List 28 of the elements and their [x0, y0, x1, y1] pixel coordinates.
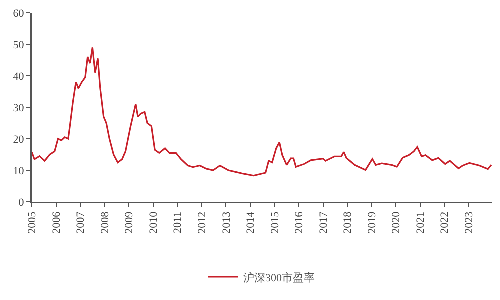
x-tick-label: 2006: [50, 211, 63, 234]
y-tick-label: 10: [13, 165, 25, 178]
y-tick-label: 0: [18, 196, 25, 209]
x-tick-label: 2009: [124, 211, 136, 234]
x-tick-label: 2018: [342, 211, 354, 234]
x-tick-label: 2023: [464, 211, 476, 234]
y-tick-label: 40: [13, 70, 25, 83]
line-series: [32, 46, 492, 177]
x-tick-label: 2020: [390, 211, 403, 234]
x-tick-label: 2017: [318, 211, 330, 234]
x-tick-label: 2008: [99, 211, 112, 234]
x-tick-label: 2016: [294, 211, 306, 234]
x-tick-label: 2019: [366, 211, 378, 234]
y-tick-label: 30: [13, 102, 25, 114]
x-tick-label: 2022: [439, 212, 452, 234]
x-tick-label: 2014: [245, 211, 258, 234]
x-tick-label: 2007: [75, 211, 88, 234]
x-tick-label: 2010: [148, 211, 160, 234]
y-tick-label: 60: [13, 8, 25, 20]
x-tick-label: 2005: [26, 211, 39, 234]
x-tick-label: 2011: [172, 212, 184, 234]
legend-label: 沪深300市盈率: [244, 271, 315, 284]
x-tick-label: 2021: [414, 212, 427, 234]
y-tick-label: 50: [13, 39, 25, 52]
x-tick-label: 2015: [269, 211, 282, 234]
x-tick-label: 2013: [220, 211, 233, 234]
x-tick-label: 2012: [196, 212, 208, 234]
y-tick-label: 20: [13, 134, 25, 146]
